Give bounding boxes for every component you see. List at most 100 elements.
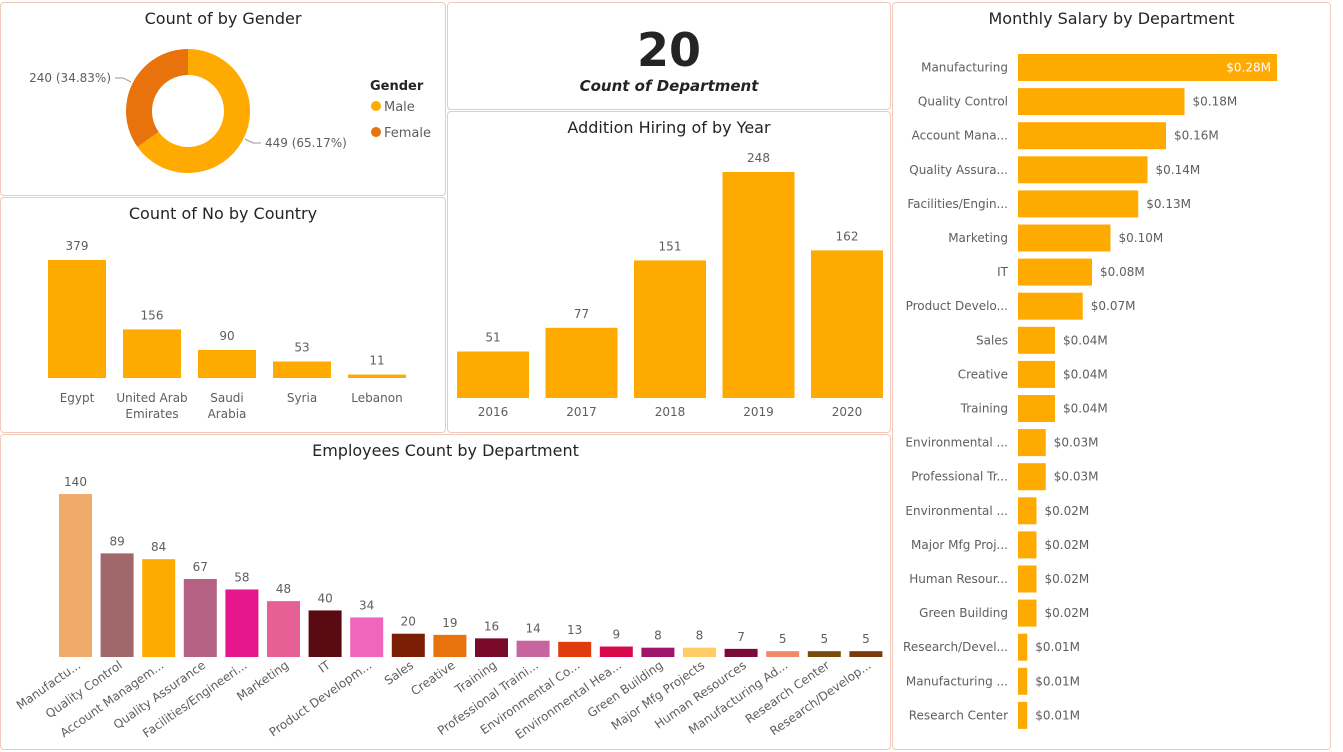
department-bar[interactable] xyxy=(641,647,675,657)
salary-bar[interactable] xyxy=(1018,531,1037,559)
salary-bar[interactable] xyxy=(1018,258,1092,286)
legend-item-male[interactable]: Male xyxy=(384,100,415,115)
salary-card[interactable]: Monthly Salary by Department Manufacturi… xyxy=(892,2,1331,750)
salary-bar[interactable] xyxy=(1018,395,1055,422)
salary-data-label: $0.04M xyxy=(1063,367,1108,381)
salary-bar[interactable] xyxy=(1018,497,1037,525)
department-bar[interactable] xyxy=(849,651,883,657)
salary-bar[interactable] xyxy=(1018,565,1037,593)
kpi-card[interactable]: 20 Count of Department xyxy=(447,2,891,110)
country-axis-label: Arabia xyxy=(208,407,247,421)
legend-title: Gender xyxy=(370,79,424,94)
department-bar[interactable] xyxy=(433,634,467,657)
department-bar[interactable] xyxy=(391,633,425,657)
salary-bar[interactable] xyxy=(1018,88,1185,116)
department-bar[interactable] xyxy=(766,651,800,657)
hiring-bar-2016[interactable] xyxy=(457,351,529,398)
donut-slice-female[interactable] xyxy=(125,49,188,147)
department-data-label: 16 xyxy=(484,619,499,633)
salary-bar[interactable] xyxy=(1018,667,1028,695)
department-bar[interactable] xyxy=(59,494,92,657)
country-card[interactable]: Count of No by Country 379 Egypt 156 United… xyxy=(0,197,446,433)
country-axis-label: United Arab xyxy=(116,391,187,405)
department-data-label: 48 xyxy=(276,582,291,596)
country-bar-chart[interactable]: 379 Egypt 156 United Arab Emirates 90 Saudi Ara… xyxy=(1,198,446,433)
salary-data-label: $0.02M xyxy=(1045,606,1090,620)
female-data-label: 240 (34.83%) xyxy=(29,71,111,85)
salary-axis-label: Creative xyxy=(958,367,1008,381)
salary-axis-label: Training xyxy=(960,402,1008,416)
salary-axis-label: Marketing xyxy=(948,231,1008,245)
hiring-bar-2017[interactable] xyxy=(545,327,618,398)
kpi-value: 20 xyxy=(636,23,701,77)
department-data-label: 89 xyxy=(109,534,124,548)
department-bar[interactable] xyxy=(350,617,384,657)
department-bar[interactable] xyxy=(558,641,592,657)
hiring-data-label: 248 xyxy=(747,151,770,165)
country-bar[interactable] xyxy=(273,361,331,378)
salary-bar[interactable] xyxy=(1018,224,1111,252)
department-data-label: 34 xyxy=(359,598,374,612)
gender-card[interactable]: Count of by Gender 449 (65.17%) 240 (34.8… xyxy=(0,2,446,196)
department-bar[interactable] xyxy=(267,601,300,657)
salary-bar[interactable] xyxy=(1018,599,1037,627)
salary-axis-label: Facilities/Engin... xyxy=(907,197,1008,211)
salary-bar[interactable] xyxy=(1018,156,1148,184)
salary-bar[interactable] xyxy=(1018,54,1277,81)
hiring-axis-label: 2019 xyxy=(743,405,774,419)
salary-data-label: $0.01M xyxy=(1035,674,1080,688)
department-bar[interactable] xyxy=(807,651,841,657)
gender-donut-chart[interactable]: 449 (65.17%) 240 (34.83%) Gender Male Female xyxy=(1,3,446,196)
salary-bar[interactable] xyxy=(1018,122,1166,150)
department-bar[interactable] xyxy=(308,610,342,657)
hiring-bar-chart[interactable]: 51 2016 77 2017 151 2018 248 2019 162 2020 xyxy=(448,112,891,433)
salary-axis-label: Manufacturing xyxy=(921,61,1008,75)
country-bar[interactable] xyxy=(123,329,181,378)
department-bar[interactable] xyxy=(724,648,758,657)
department-data-label: 8 xyxy=(654,629,662,643)
department-bar[interactable] xyxy=(599,646,633,657)
salary-data-label: $0.03M xyxy=(1054,470,1099,484)
department-bar[interactable] xyxy=(516,640,550,657)
hiring-bar-2020[interactable] xyxy=(811,250,883,398)
department-card[interactable]: Employees Count by Department 140 Manufac… xyxy=(0,434,891,750)
salary-bar[interactable] xyxy=(1018,701,1028,729)
country-bar[interactable] xyxy=(198,349,256,378)
salary-axis-label: Research Center xyxy=(909,708,1008,722)
salary-data-label: $0.02M xyxy=(1045,538,1090,552)
hiring-bar-2018[interactable] xyxy=(634,260,706,398)
salary-bar[interactable] xyxy=(1018,326,1055,354)
salary-axis-label: Account Mana... xyxy=(912,129,1008,143)
salary-data-label: $0.02M xyxy=(1045,504,1090,518)
department-bar[interactable] xyxy=(683,647,716,657)
department-data-label: 14 xyxy=(525,622,540,636)
department-bar[interactable] xyxy=(100,553,134,657)
female-leader-line xyxy=(115,77,132,83)
salary-bar[interactable] xyxy=(1018,429,1046,457)
department-data-label: 67 xyxy=(193,560,208,574)
country-bar[interactable] xyxy=(348,374,406,378)
donut-slice-male[interactable] xyxy=(137,49,250,173)
department-bar[interactable] xyxy=(183,578,217,657)
hiring-card[interactable]: Addition Hiring of by Year 51 2016 77 2017 1… xyxy=(447,111,891,433)
salary-bar[interactable] xyxy=(1018,633,1028,661)
kpi-label: Count of Department xyxy=(579,77,759,95)
salary-bar-chart[interactable]: Manufacturing $0.28M Quality Control $0.18M… xyxy=(893,3,1331,750)
department-data-label: 5 xyxy=(820,632,828,646)
department-bar[interactable] xyxy=(225,589,259,657)
salary-bar[interactable] xyxy=(1018,190,1139,218)
legend-item-female[interactable]: Female xyxy=(384,126,431,141)
hiring-bar-2019[interactable] xyxy=(722,172,795,398)
salary-bar[interactable] xyxy=(1018,463,1046,491)
salary-data-label: $0.01M xyxy=(1035,708,1080,722)
department-bar[interactable] xyxy=(475,638,508,657)
legend-dot-female xyxy=(371,127,381,137)
salary-axis-label: Human Resour... xyxy=(909,572,1008,586)
hiring-data-label: 77 xyxy=(574,307,589,321)
department-bar[interactable] xyxy=(142,559,176,657)
salary-data-label: $0.13M xyxy=(1146,197,1191,211)
salary-bar[interactable] xyxy=(1018,360,1055,388)
country-bar[interactable] xyxy=(48,260,106,378)
salary-bar[interactable] xyxy=(1018,292,1083,320)
